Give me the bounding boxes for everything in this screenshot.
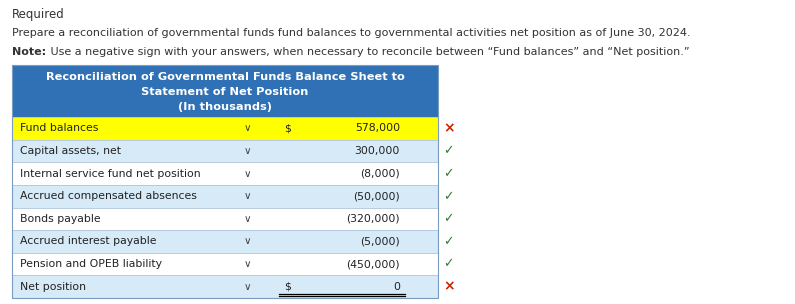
Text: ✓: ✓ [443, 167, 453, 180]
Text: Internal service fund net position: Internal service fund net position [20, 168, 200, 178]
Text: ∨: ∨ [243, 123, 250, 133]
Text: ∨: ∨ [243, 146, 250, 156]
Text: Fund balances: Fund balances [20, 123, 99, 133]
Text: ✓: ✓ [443, 235, 453, 248]
Text: Note:: Note: [12, 47, 46, 57]
Text: ∨: ∨ [243, 214, 250, 224]
Text: 300,000: 300,000 [355, 146, 400, 156]
Text: 578,000: 578,000 [355, 123, 400, 133]
Text: ✓: ✓ [443, 190, 453, 203]
Bar [12, 117, 438, 140]
Bar [12, 208, 438, 230]
Text: ✓: ✓ [443, 212, 453, 225]
Text: Reconciliation of Governmental Funds Balance Sheet to: Reconciliation of Governmental Funds Bal… [45, 72, 405, 82]
Text: Accrued compensated absences: Accrued compensated absences [20, 191, 197, 201]
Bar [12, 162, 438, 185]
Text: Statement of Net Position: Statement of Net Position [142, 87, 308, 97]
Bar [12, 230, 438, 253]
Text: (50,000): (50,000) [353, 191, 400, 201]
Text: (In thousands): (In thousands) [178, 102, 272, 112]
Text: ✓: ✓ [443, 144, 453, 157]
Text: ×: × [443, 121, 455, 135]
Bar [12, 65, 438, 298]
Text: Pension and OPEB liability: Pension and OPEB liability [20, 259, 162, 269]
Text: ∨: ∨ [243, 168, 250, 178]
Text: (8,000): (8,000) [360, 168, 400, 178]
Text: (450,000): (450,000) [347, 259, 400, 269]
Bar [12, 185, 438, 208]
Text: $: $ [284, 123, 291, 133]
Text: Required: Required [12, 8, 64, 21]
Text: ×: × [443, 280, 455, 294]
Text: ✓: ✓ [443, 257, 453, 271]
Text: $: $ [284, 282, 291, 292]
Text: Prepare a reconciliation of governmental funds fund balances to governmental act: Prepare a reconciliation of governmental… [12, 28, 691, 38]
Bar [12, 253, 438, 275]
Text: ∨: ∨ [243, 259, 250, 269]
Text: ∨: ∨ [243, 191, 250, 201]
Text: Bonds payable: Bonds payable [20, 214, 101, 224]
Bar [12, 65, 438, 117]
Text: Accrued interest payable: Accrued interest payable [20, 237, 157, 247]
Text: Capital assets, net: Capital assets, net [20, 146, 121, 156]
Text: (320,000): (320,000) [347, 214, 400, 224]
Text: Net position: Net position [20, 282, 86, 292]
Text: ∨: ∨ [243, 282, 250, 292]
Bar [12, 275, 438, 298]
Bar [12, 140, 438, 162]
Text: ∨: ∨ [243, 237, 250, 247]
Text: Use a negative sign with your answers, when necessary to reconcile between “Fund: Use a negative sign with your answers, w… [47, 47, 689, 57]
Text: 0: 0 [393, 282, 400, 292]
Text: (5,000): (5,000) [360, 237, 400, 247]
